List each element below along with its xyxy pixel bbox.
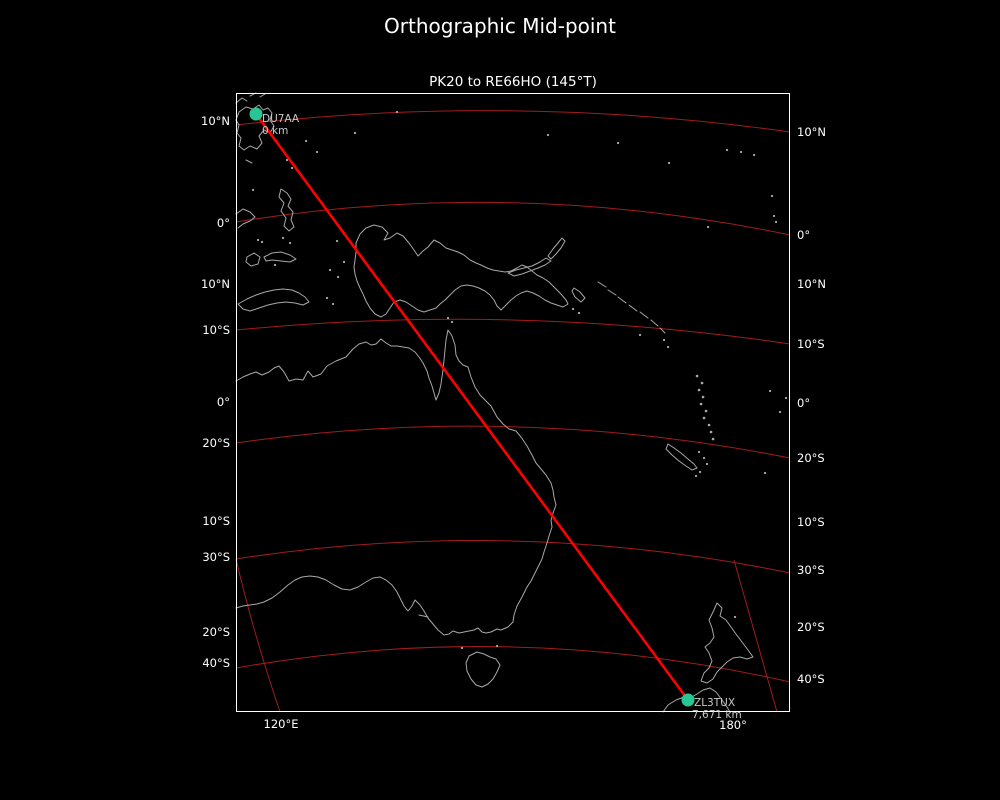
marker-label-end-callsign: ZL3TUX xyxy=(694,697,736,709)
marker-label-end-distance: 7,671 km xyxy=(692,709,742,721)
axis-label-left-7: 30°S xyxy=(202,550,230,564)
axis-label-right-4: 0° xyxy=(797,396,811,410)
axis-label-left-1: 0° xyxy=(216,216,230,230)
axis-label-left-8: 20°S xyxy=(202,625,230,639)
axis-label-left-6: 10°S xyxy=(202,514,230,528)
great-circle-path xyxy=(254,113,690,701)
axis-label-right-6: 10°S xyxy=(797,515,825,529)
axis-label-right-7: 30°S xyxy=(797,563,825,577)
page-title: Orthographic Mid-point xyxy=(384,14,616,38)
axis-label-left-9: 40°S xyxy=(202,656,230,670)
axis-label-left-5: 20°S xyxy=(202,436,230,450)
graticule-meridian-lines xyxy=(235,558,778,713)
axis-label-left-4: 0° xyxy=(216,395,230,409)
axis-label-right-1: 0° xyxy=(797,228,811,242)
axis-label-right-5: 20°S xyxy=(797,451,825,465)
marker-dot-end-zl3tux xyxy=(681,693,695,707)
marker-label-start-callsign: DU7AA xyxy=(262,113,300,125)
coastlines xyxy=(235,92,788,713)
marker-label-start-distance: 0 km xyxy=(262,125,289,137)
map-canvas xyxy=(235,92,791,713)
marker-dot-start-du7aa xyxy=(249,107,263,121)
map-subtitle: PK20 to RE66HO (145°T) xyxy=(429,74,597,90)
axis-label-right-3: 10°S xyxy=(797,337,825,351)
axis-label-left-0: 10°N xyxy=(201,114,230,128)
graticule-latitude-lines xyxy=(235,110,791,683)
axis-label-right-0: 10°N xyxy=(797,125,826,139)
axis-label-right-8: 20°S xyxy=(797,620,825,634)
axis-label-left-3: 10°S xyxy=(202,323,230,337)
map-frame-border xyxy=(236,93,790,712)
axis-label-left-2: 10°N xyxy=(201,277,230,291)
axis-label-right-9: 40°S xyxy=(797,672,825,686)
axis-label-bottom-0: 120°E xyxy=(263,717,299,731)
axis-label-bottom-1: 180° xyxy=(719,718,747,732)
axis-label-right-2: 10°N xyxy=(797,277,826,291)
